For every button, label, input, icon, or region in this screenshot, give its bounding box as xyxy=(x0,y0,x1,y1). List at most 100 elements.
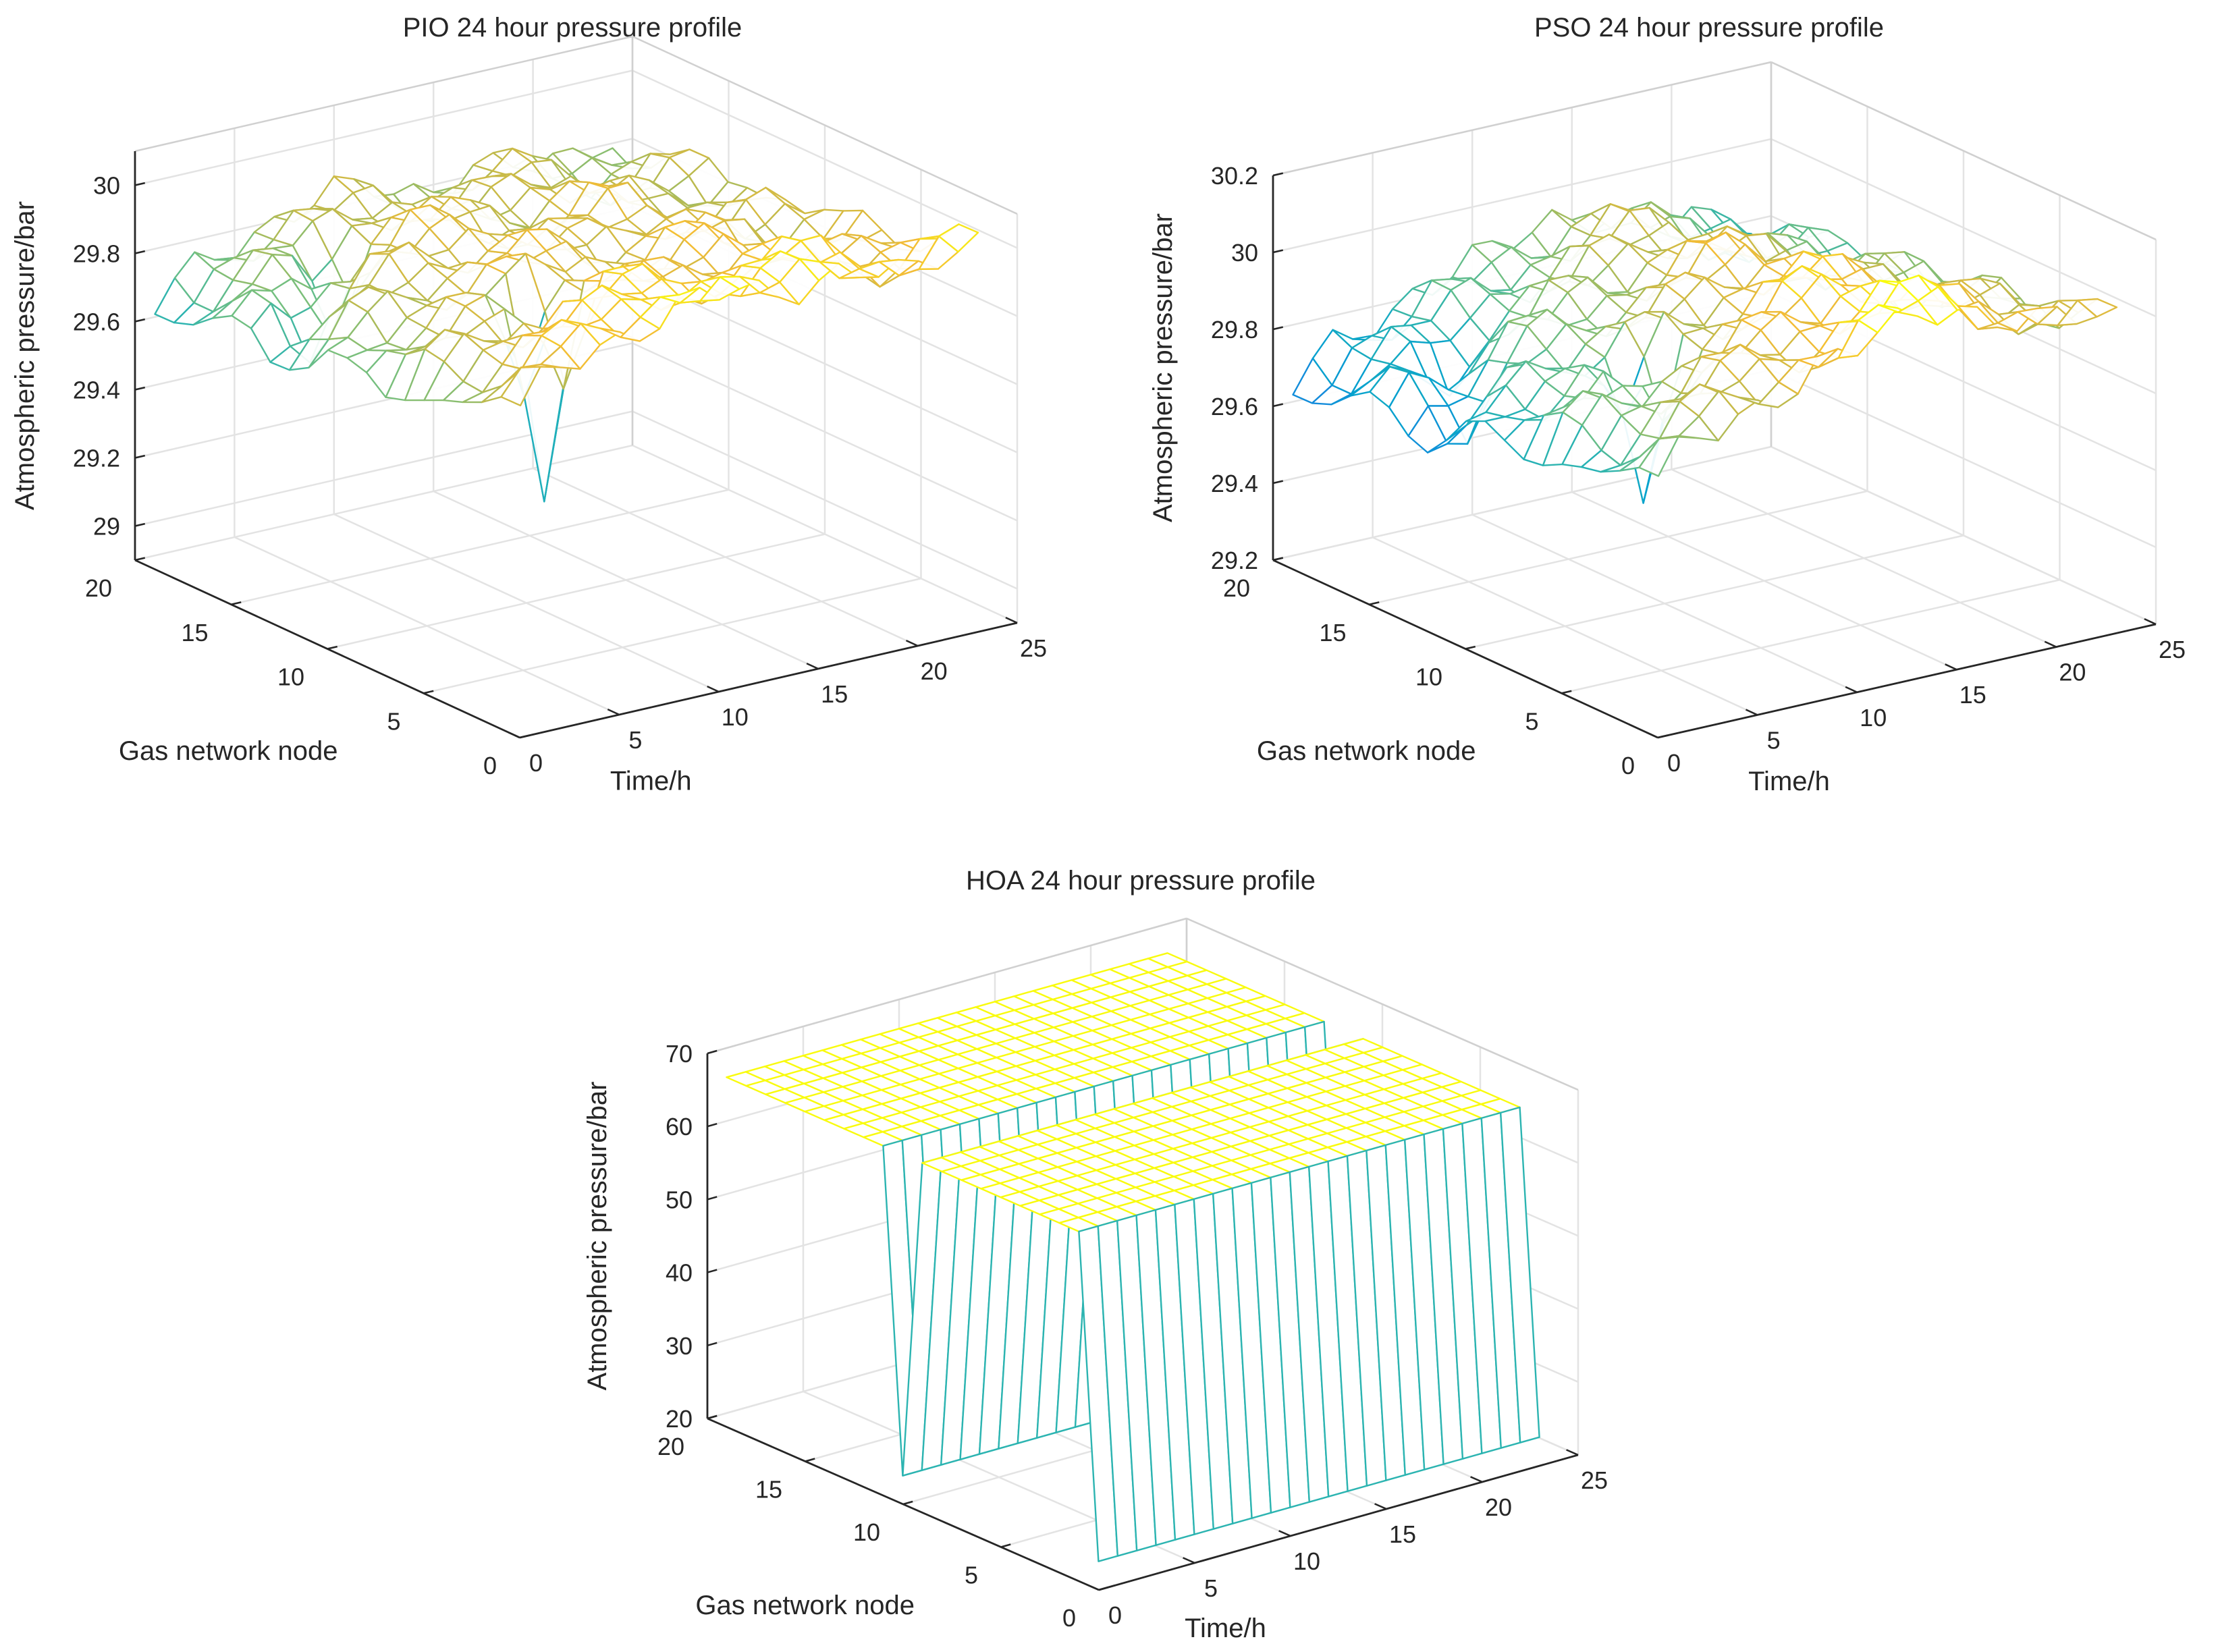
z-tick-mark xyxy=(1272,172,1284,177)
y-tick-mark xyxy=(1561,690,1572,694)
z-tick-label: 29.6 xyxy=(1211,393,1258,420)
floor-gridline xyxy=(1369,490,1868,605)
z-tick-label: 29 xyxy=(93,513,120,541)
z-tick-mark xyxy=(707,1049,718,1055)
z-tick-mark xyxy=(134,182,146,186)
x-tick-label: 15 xyxy=(1959,681,1986,709)
z-tick-mark xyxy=(1272,326,1284,331)
x-tick-label: 15 xyxy=(1389,1520,1416,1548)
back-wall-gridline xyxy=(134,70,633,186)
hoa-surface-plot: HOA 24 hour pressure profile 0 5 10 15 20 25 0… xyxy=(583,866,1608,1643)
y-tick-label: 0 xyxy=(1062,1604,1076,1632)
z-tick-label: 60 xyxy=(666,1113,693,1140)
z-tick-label: 29.2 xyxy=(73,445,120,472)
side-wall-gridline xyxy=(1770,138,2157,318)
z-axis-label: Atmospheric pressure/bar xyxy=(1148,213,1178,522)
surface-mesh xyxy=(726,952,1540,1562)
x-tick-mark xyxy=(1278,1530,1291,1537)
z-tick-mark xyxy=(1272,403,1284,408)
z-tick-mark xyxy=(134,522,146,527)
x-tick-mark xyxy=(2044,640,2057,648)
y-tick-label: 5 xyxy=(1525,707,1538,735)
y-tick-label: 5 xyxy=(965,1562,978,1589)
x-tick-label: 25 xyxy=(2159,636,2186,663)
y-tick-mark xyxy=(1465,645,1476,650)
z-tick-mark xyxy=(134,318,146,323)
y-tick-mark xyxy=(327,645,338,650)
z-tick-mark xyxy=(1272,557,1284,561)
z-tick-label: 30 xyxy=(93,172,120,200)
x-axis-label: Time/h xyxy=(1748,767,1830,796)
x-tick-label: 25 xyxy=(1020,634,1047,662)
x-tick-mark xyxy=(2144,617,2157,626)
x-tick-label: 10 xyxy=(1860,704,1887,732)
z-tick-label: 30 xyxy=(1231,239,1258,267)
z-tick-label: 29.6 xyxy=(73,308,120,336)
floor-gridline xyxy=(1561,579,2060,694)
x-tick-mark xyxy=(1566,1449,1579,1456)
x-tick-mark xyxy=(1646,731,1658,739)
surface-mesh xyxy=(1292,201,2118,504)
x-tick-label: 20 xyxy=(921,657,948,685)
y-tick-label: 10 xyxy=(853,1518,880,1546)
z-tick-label: 29.4 xyxy=(73,377,120,404)
z-tick-label: 30 xyxy=(666,1332,693,1360)
z-tick-mark xyxy=(134,250,146,254)
pio-title: PIO 24 hour pressure profile xyxy=(403,13,742,43)
y-tick-label: 20 xyxy=(1223,574,1250,602)
back-wall-gridline xyxy=(1272,138,1772,254)
y-tick-label: 15 xyxy=(1319,619,1346,646)
z-tick-label: 29.8 xyxy=(1211,316,1258,343)
y-tick-label: 20 xyxy=(657,1433,684,1460)
x-tick-label: 0 xyxy=(1108,1601,1122,1629)
pso-title: PSO 24 hour pressure profile xyxy=(1534,13,1884,43)
box-edge xyxy=(1186,917,1579,1091)
side-wall-gridline xyxy=(632,410,1018,590)
y-tick-label: 20 xyxy=(85,574,112,602)
y-tick-mark xyxy=(1369,601,1380,605)
surface-cell xyxy=(1499,1106,1540,1443)
box-edge xyxy=(1272,61,1772,177)
y-tick-label: 15 xyxy=(181,619,208,646)
x-axis-line xyxy=(1657,623,2157,739)
x-tick-label: 10 xyxy=(722,703,749,731)
z-tick-mark xyxy=(707,1196,718,1201)
z-tick-mark xyxy=(707,1122,718,1128)
back-wall-gridline xyxy=(134,410,633,527)
box-edge xyxy=(632,35,1018,215)
y-tick-label: 5 xyxy=(387,707,400,735)
z-tick-mark xyxy=(707,1414,718,1420)
z-tick-label: 70 xyxy=(666,1040,693,1068)
y-tick-mark xyxy=(1657,734,1669,739)
y-tick-label: 15 xyxy=(755,1476,782,1504)
x-tick-mark xyxy=(905,639,919,647)
pio-surface-plot: PIO 24 hour pressure profile 0 5 10 15 20 25 0… xyxy=(10,13,1047,796)
y-tick-mark xyxy=(1000,1543,1011,1548)
side-wall-gridline xyxy=(1770,368,2157,549)
y-tick-label: 10 xyxy=(1415,663,1442,691)
x-tick-label: 0 xyxy=(529,749,543,777)
floor-gridline xyxy=(423,578,921,694)
x-tick-mark xyxy=(1470,1476,1483,1483)
x-tick-mark xyxy=(1374,1503,1387,1510)
z-axis-label: Atmospheric pressure/bar xyxy=(583,1082,612,1391)
x-axis-label: Time/h xyxy=(610,767,692,796)
side-wall-gridline xyxy=(632,70,1018,249)
x-tick-mark xyxy=(607,708,620,716)
y-tick-mark xyxy=(805,1458,815,1462)
z-tick-mark xyxy=(707,1342,718,1347)
x-axis-label: Time/h xyxy=(1185,1614,1266,1643)
y-tick-mark xyxy=(1098,1586,1109,1591)
side-wall-gridline xyxy=(632,274,1018,453)
x-tick-label: 20 xyxy=(1485,1493,1512,1521)
surface-cell xyxy=(2076,298,2118,318)
z-tick-label: 29.8 xyxy=(73,240,120,268)
y-tick-label: 10 xyxy=(277,663,304,691)
x-tick-mark xyxy=(508,731,520,739)
y-axis-label: Gas network node xyxy=(1257,736,1476,766)
pso-surface-plot: PSO 24 hour pressure profile 0 5 10 15 20 25 0… xyxy=(1148,13,2186,796)
side-wall-gridline xyxy=(1770,445,2157,626)
box-edge xyxy=(1770,61,2157,241)
x-tick-label: 20 xyxy=(2059,659,2086,686)
